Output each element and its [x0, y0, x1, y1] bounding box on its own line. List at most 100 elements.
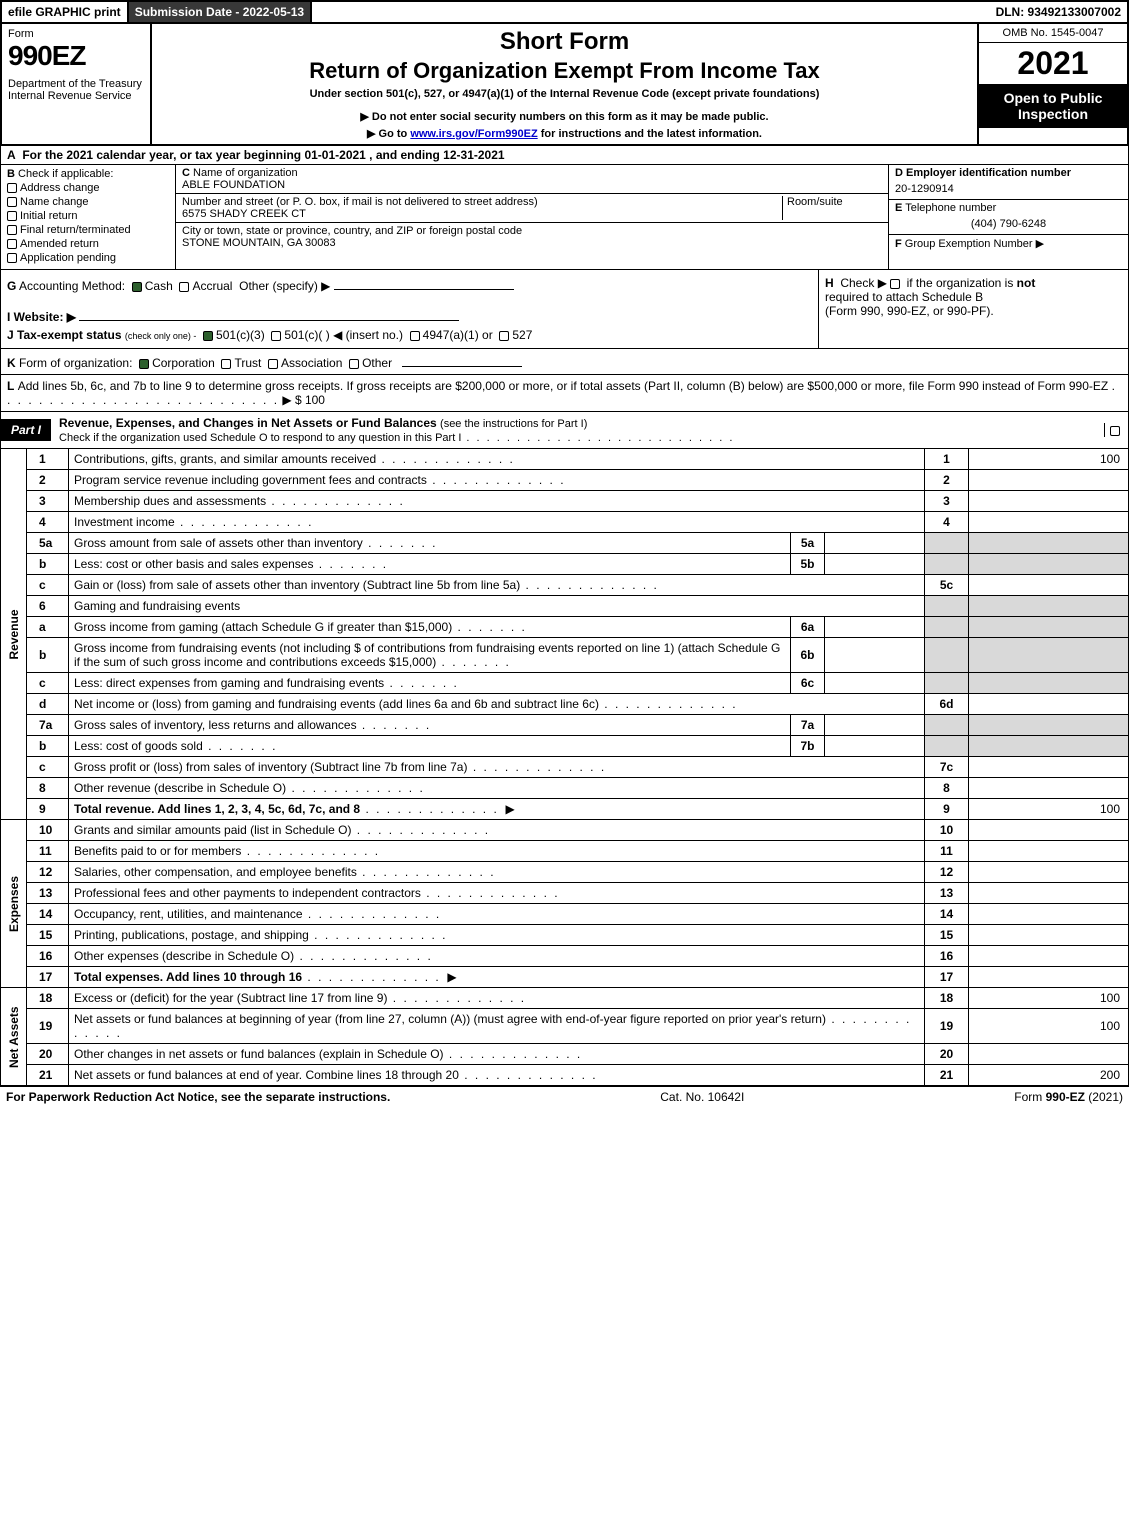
g-i-j-col: G Accounting Method: Cash Accrual Other …: [1, 270, 818, 348]
line-num-c: c: [27, 575, 69, 596]
checkbox-501c[interactable]: [271, 331, 281, 341]
checkbox-b-1[interactable]: [7, 197, 17, 207]
subbox-lbl-7b: 7b: [791, 736, 825, 757]
k-opt-1: Trust: [234, 356, 261, 370]
line-num-18: 18: [27, 988, 69, 1009]
b-check-text: Check if applicable:: [18, 168, 113, 180]
checkbox-b-0[interactable]: [7, 183, 17, 193]
checkbox-cash[interactable]: [132, 282, 142, 292]
part-1-checkbox[interactable]: [1104, 423, 1128, 437]
valcol-6d: [969, 694, 1129, 715]
table-row: 12Salaries, other compensation, and empl…: [1, 862, 1129, 883]
line-desc-b: Less: cost or other basis and sales expe…: [69, 554, 791, 575]
line-num-15: 15: [27, 925, 69, 946]
line-desc-d: Net income or (loss) from gaming and fun…: [69, 694, 925, 715]
line-desc-21: Net assets or fund balances at end of ye…: [69, 1065, 925, 1086]
b-opt-1: Name change: [20, 196, 89, 208]
line-num-16: 16: [27, 946, 69, 967]
valcol-3: [969, 491, 1129, 512]
checkbox-b-2[interactable]: [7, 211, 17, 221]
sub3-post: for instructions and the latest informat…: [538, 128, 762, 140]
line-l: L Add lines 5b, 6c, and 7b to line 9 to …: [0, 375, 1129, 412]
side-label-expenses: Expenses: [1, 820, 27, 988]
line-desc-1: Contributions, gifts, grants, and simila…: [69, 449, 925, 470]
valcol-6: [969, 596, 1129, 617]
b-opt-2: Initial return: [20, 210, 77, 222]
form-right-box: OMB No. 1545-0047 2021 Open to Public In…: [977, 24, 1127, 144]
checkbox-k-2[interactable]: [268, 359, 278, 369]
valcol-9: 100: [969, 799, 1129, 820]
numcol-4: 4: [925, 512, 969, 533]
checkbox-4947[interactable]: [410, 331, 420, 341]
valcol-2: [969, 470, 1129, 491]
numcol-10: 10: [925, 820, 969, 841]
numcol-grey-7a: [925, 715, 969, 736]
line-num-14: 14: [27, 904, 69, 925]
label-a: A: [7, 148, 16, 162]
checkbox-k-0[interactable]: [139, 359, 149, 369]
section-b-c-d: B Check if applicable: Address changeNam…: [0, 165, 1129, 270]
c-name-lbl: C: [182, 167, 190, 179]
valcol-grey-b: [969, 554, 1129, 575]
valcol-17: [969, 967, 1129, 988]
section-c-name-addr: C Name of organization ABLE FOUNDATION N…: [176, 165, 888, 269]
checkbox-501c3[interactable]: [203, 331, 213, 341]
side-label-revenue: Revenue: [1, 449, 27, 820]
side-label-net assets: Net Assets: [1, 988, 27, 1086]
table-row: 19Net assets or fund balances at beginni…: [1, 1009, 1129, 1044]
city-label: City or town, state or province, country…: [182, 225, 522, 237]
line-desc-18: Excess or (deficit) for the year (Subtra…: [69, 988, 925, 1009]
line-desc-5a: Gross amount from sale of assets other t…: [69, 533, 791, 554]
checkbox-527[interactable]: [499, 331, 509, 341]
line-num-b: b: [27, 736, 69, 757]
table-row: 2Program service revenue including gover…: [1, 470, 1129, 491]
line-num-c: c: [27, 757, 69, 778]
line-desc-8: Other revenue (describe in Schedule O): [69, 778, 925, 799]
tax-year: 2021: [979, 43, 1127, 84]
subbox-val-6c: [825, 673, 925, 694]
label-l: L: [7, 379, 14, 393]
valcol-grey-a: [969, 617, 1129, 638]
top-spacer: [312, 2, 989, 22]
numcol-6d: 6d: [925, 694, 969, 715]
subbox-lbl-7a: 7a: [791, 715, 825, 736]
checkbox-accrual[interactable]: [179, 282, 189, 292]
b-opt-5: Application pending: [20, 252, 116, 264]
line-num-7a: 7a: [27, 715, 69, 736]
label-k: K: [7, 356, 16, 370]
numcol-14: 14: [925, 904, 969, 925]
dept-treasury: Department of the Treasury Internal Reve…: [8, 78, 144, 102]
checkbox-sch-b[interactable]: [890, 279, 900, 289]
irs-link[interactable]: www.irs.gov/Form990EZ: [410, 128, 537, 140]
k-opt-2: Association: [281, 356, 342, 370]
numcol-2: 2: [925, 470, 969, 491]
line-desc-4: Investment income: [69, 512, 925, 533]
checkbox-b-5[interactable]: [7, 253, 17, 263]
numcol-5c: 5c: [925, 575, 969, 596]
efile-print-label[interactable]: efile GRAPHIC print: [2, 2, 129, 22]
table-row: Net Assets18Excess or (deficit) for the …: [1, 988, 1129, 1009]
numcol-1: 1: [925, 449, 969, 470]
table-row: 17Total expenses. Add lines 10 through 1…: [1, 967, 1129, 988]
numcol-11: 11: [925, 841, 969, 862]
line-num-12: 12: [27, 862, 69, 883]
checkbox-k-1[interactable]: [221, 359, 231, 369]
line-desc-2: Program service revenue including govern…: [69, 470, 925, 491]
line-num-17: 17: [27, 967, 69, 988]
valcol-21: 200: [969, 1065, 1129, 1086]
numcol-3: 3: [925, 491, 969, 512]
checkbox-b-3[interactable]: [7, 225, 17, 235]
form-subtitle-1: Under section 501(c), 527, or 4947(a)(1)…: [160, 88, 969, 100]
omb-number: OMB No. 1545-0047: [979, 24, 1127, 43]
checkbox-b-4[interactable]: [7, 239, 17, 249]
table-row: 13Professional fees and other payments t…: [1, 883, 1129, 904]
table-row: 16Other expenses (describe in Schedule O…: [1, 946, 1129, 967]
checkbox-k-3[interactable]: [349, 359, 359, 369]
table-row: Revenue1Contributions, gifts, grants, an…: [1, 449, 1129, 470]
line-num-9: 9: [27, 799, 69, 820]
valcol-8: [969, 778, 1129, 799]
line-num-6: 6: [27, 596, 69, 617]
line-desc-19: Net assets or fund balances at beginning…: [69, 1009, 925, 1044]
table-row: 15Printing, publications, postage, and s…: [1, 925, 1129, 946]
valcol-20: [969, 1044, 1129, 1065]
